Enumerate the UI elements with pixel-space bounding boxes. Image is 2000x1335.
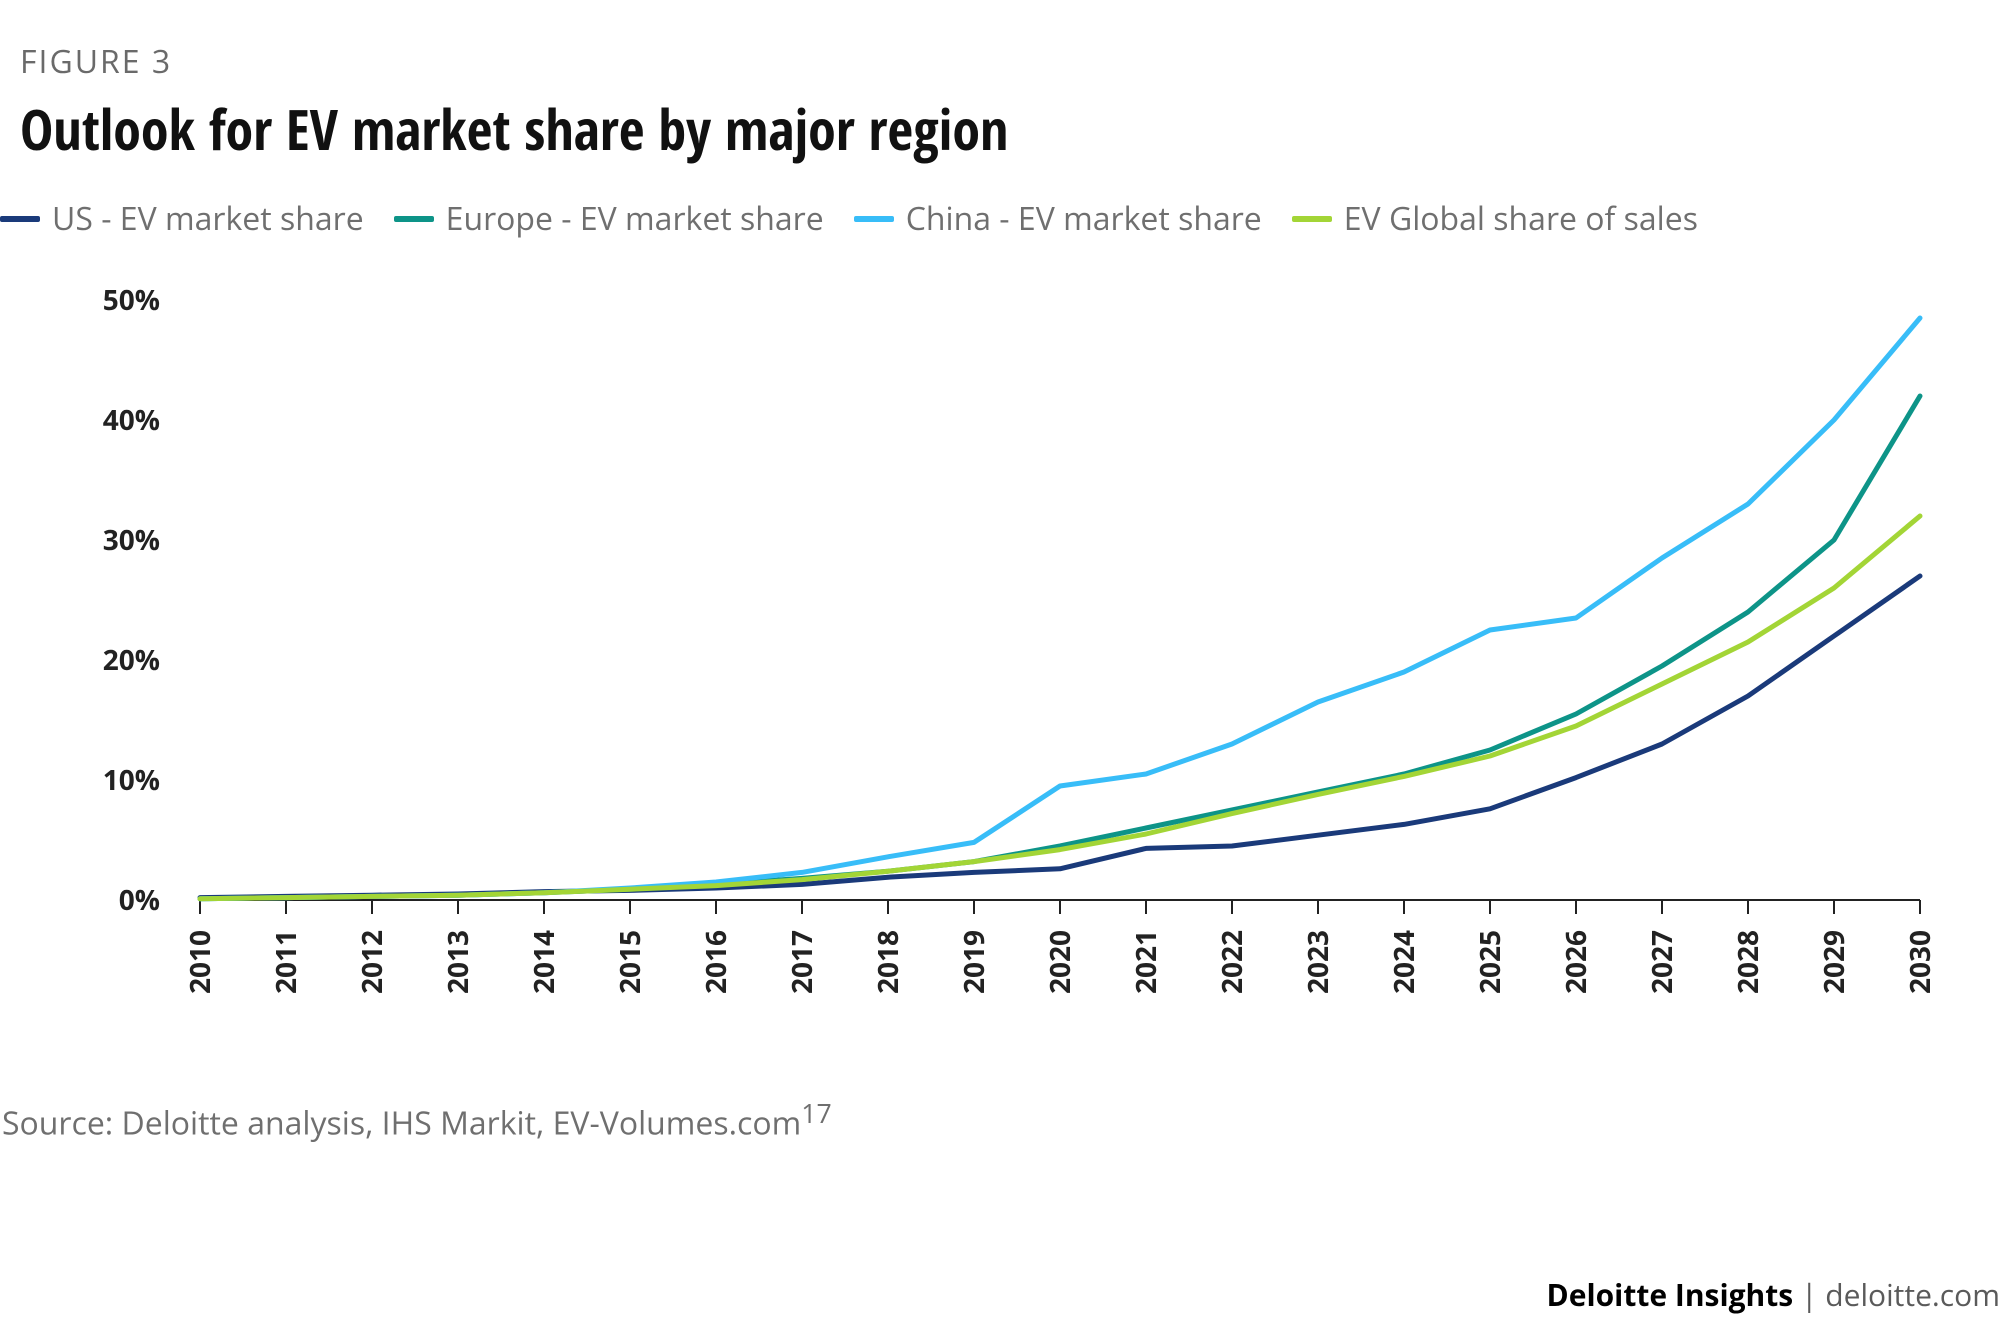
legend: US - EV market share Europe - EV market s… <box>0 197 2000 240</box>
x-tick-label: 2020 <box>1041 930 1079 994</box>
series-line <box>200 516 1920 899</box>
line-chart: 0% 10% 20% 30% 40% 50% 2010 2011 2012 2013 2014 201… <box>0 260 2000 1065</box>
figure-label: FIGURE 3 <box>20 40 2000 83</box>
x-tick-label: 2028 <box>1729 930 1767 994</box>
x-tick-label: 2016 <box>697 930 735 994</box>
legend-item: EV Global share of sales <box>1292 197 1698 240</box>
figure-container: FIGURE 3 Outlook for EV market share by … <box>0 0 2000 1335</box>
x-tick-label: 2010 <box>181 930 219 994</box>
source-line: Source: Deloitte analysis, IHS Markit, E… <box>2 1095 2000 1145</box>
legend-item: US - EV market share <box>0 197 364 240</box>
legend-label: EV Global share of sales <box>1344 197 1698 240</box>
x-tick-label: 2022 <box>1213 930 1251 994</box>
x-tick-label: 2027 <box>1643 930 1681 994</box>
y-tick-label: 10% <box>103 761 160 799</box>
series-line <box>200 318 1920 899</box>
x-tick-label: 2024 <box>1385 930 1423 994</box>
chart-svg: 0% 10% 20% 30% 40% 50% 2010 2011 2012 2013 2014 201… <box>0 260 1960 1060</box>
source-footnote: 17 <box>801 1095 831 1131</box>
legend-label: US - EV market share <box>52 197 364 240</box>
legend-item: Europe - EV market share <box>394 197 824 240</box>
series-line <box>200 396 1920 899</box>
x-tick-label: 2025 <box>1471 930 1509 994</box>
y-tick-label: 50% <box>103 281 160 319</box>
legend-swatch <box>0 216 40 222</box>
legend-item: China - EV market share <box>854 197 1262 240</box>
x-tick-label: 2012 <box>353 930 391 994</box>
x-tick-label: 2026 <box>1557 930 1595 994</box>
legend-label: Europe - EV market share <box>446 197 824 240</box>
y-tick-label: 0% <box>119 881 160 919</box>
x-tick-label: 2030 <box>1901 930 1939 994</box>
footer-brand: Deloitte Insights | deloitte.com <box>1547 1274 2000 1315</box>
legend-swatch <box>394 216 434 222</box>
y-tick-label: 30% <box>103 521 160 559</box>
x-tick-label: 2014 <box>525 930 563 994</box>
legend-swatch <box>1292 216 1332 222</box>
x-tick-label: 2019 <box>955 930 993 994</box>
source-text: Source: Deloitte analysis, IHS Markit, E… <box>2 1102 801 1145</box>
x-tick-label: 2017 <box>783 930 821 994</box>
x-tick-label: 2021 <box>1127 930 1165 994</box>
y-tick-label: 40% <box>103 401 160 439</box>
x-tick-label: 2013 <box>439 930 477 994</box>
legend-label: China - EV market share <box>906 197 1262 240</box>
y-tick-label: 20% <box>103 641 160 679</box>
figure-title: Outlook for EV market share by major reg… <box>20 91 2000 167</box>
x-tick-label: 2015 <box>611 930 649 994</box>
x-tick-label: 2029 <box>1815 930 1853 994</box>
x-tick-label: 2023 <box>1299 930 1337 994</box>
legend-swatch <box>854 216 894 222</box>
x-tick-label: 2011 <box>267 930 305 994</box>
x-tick-label: 2018 <box>869 930 907 994</box>
